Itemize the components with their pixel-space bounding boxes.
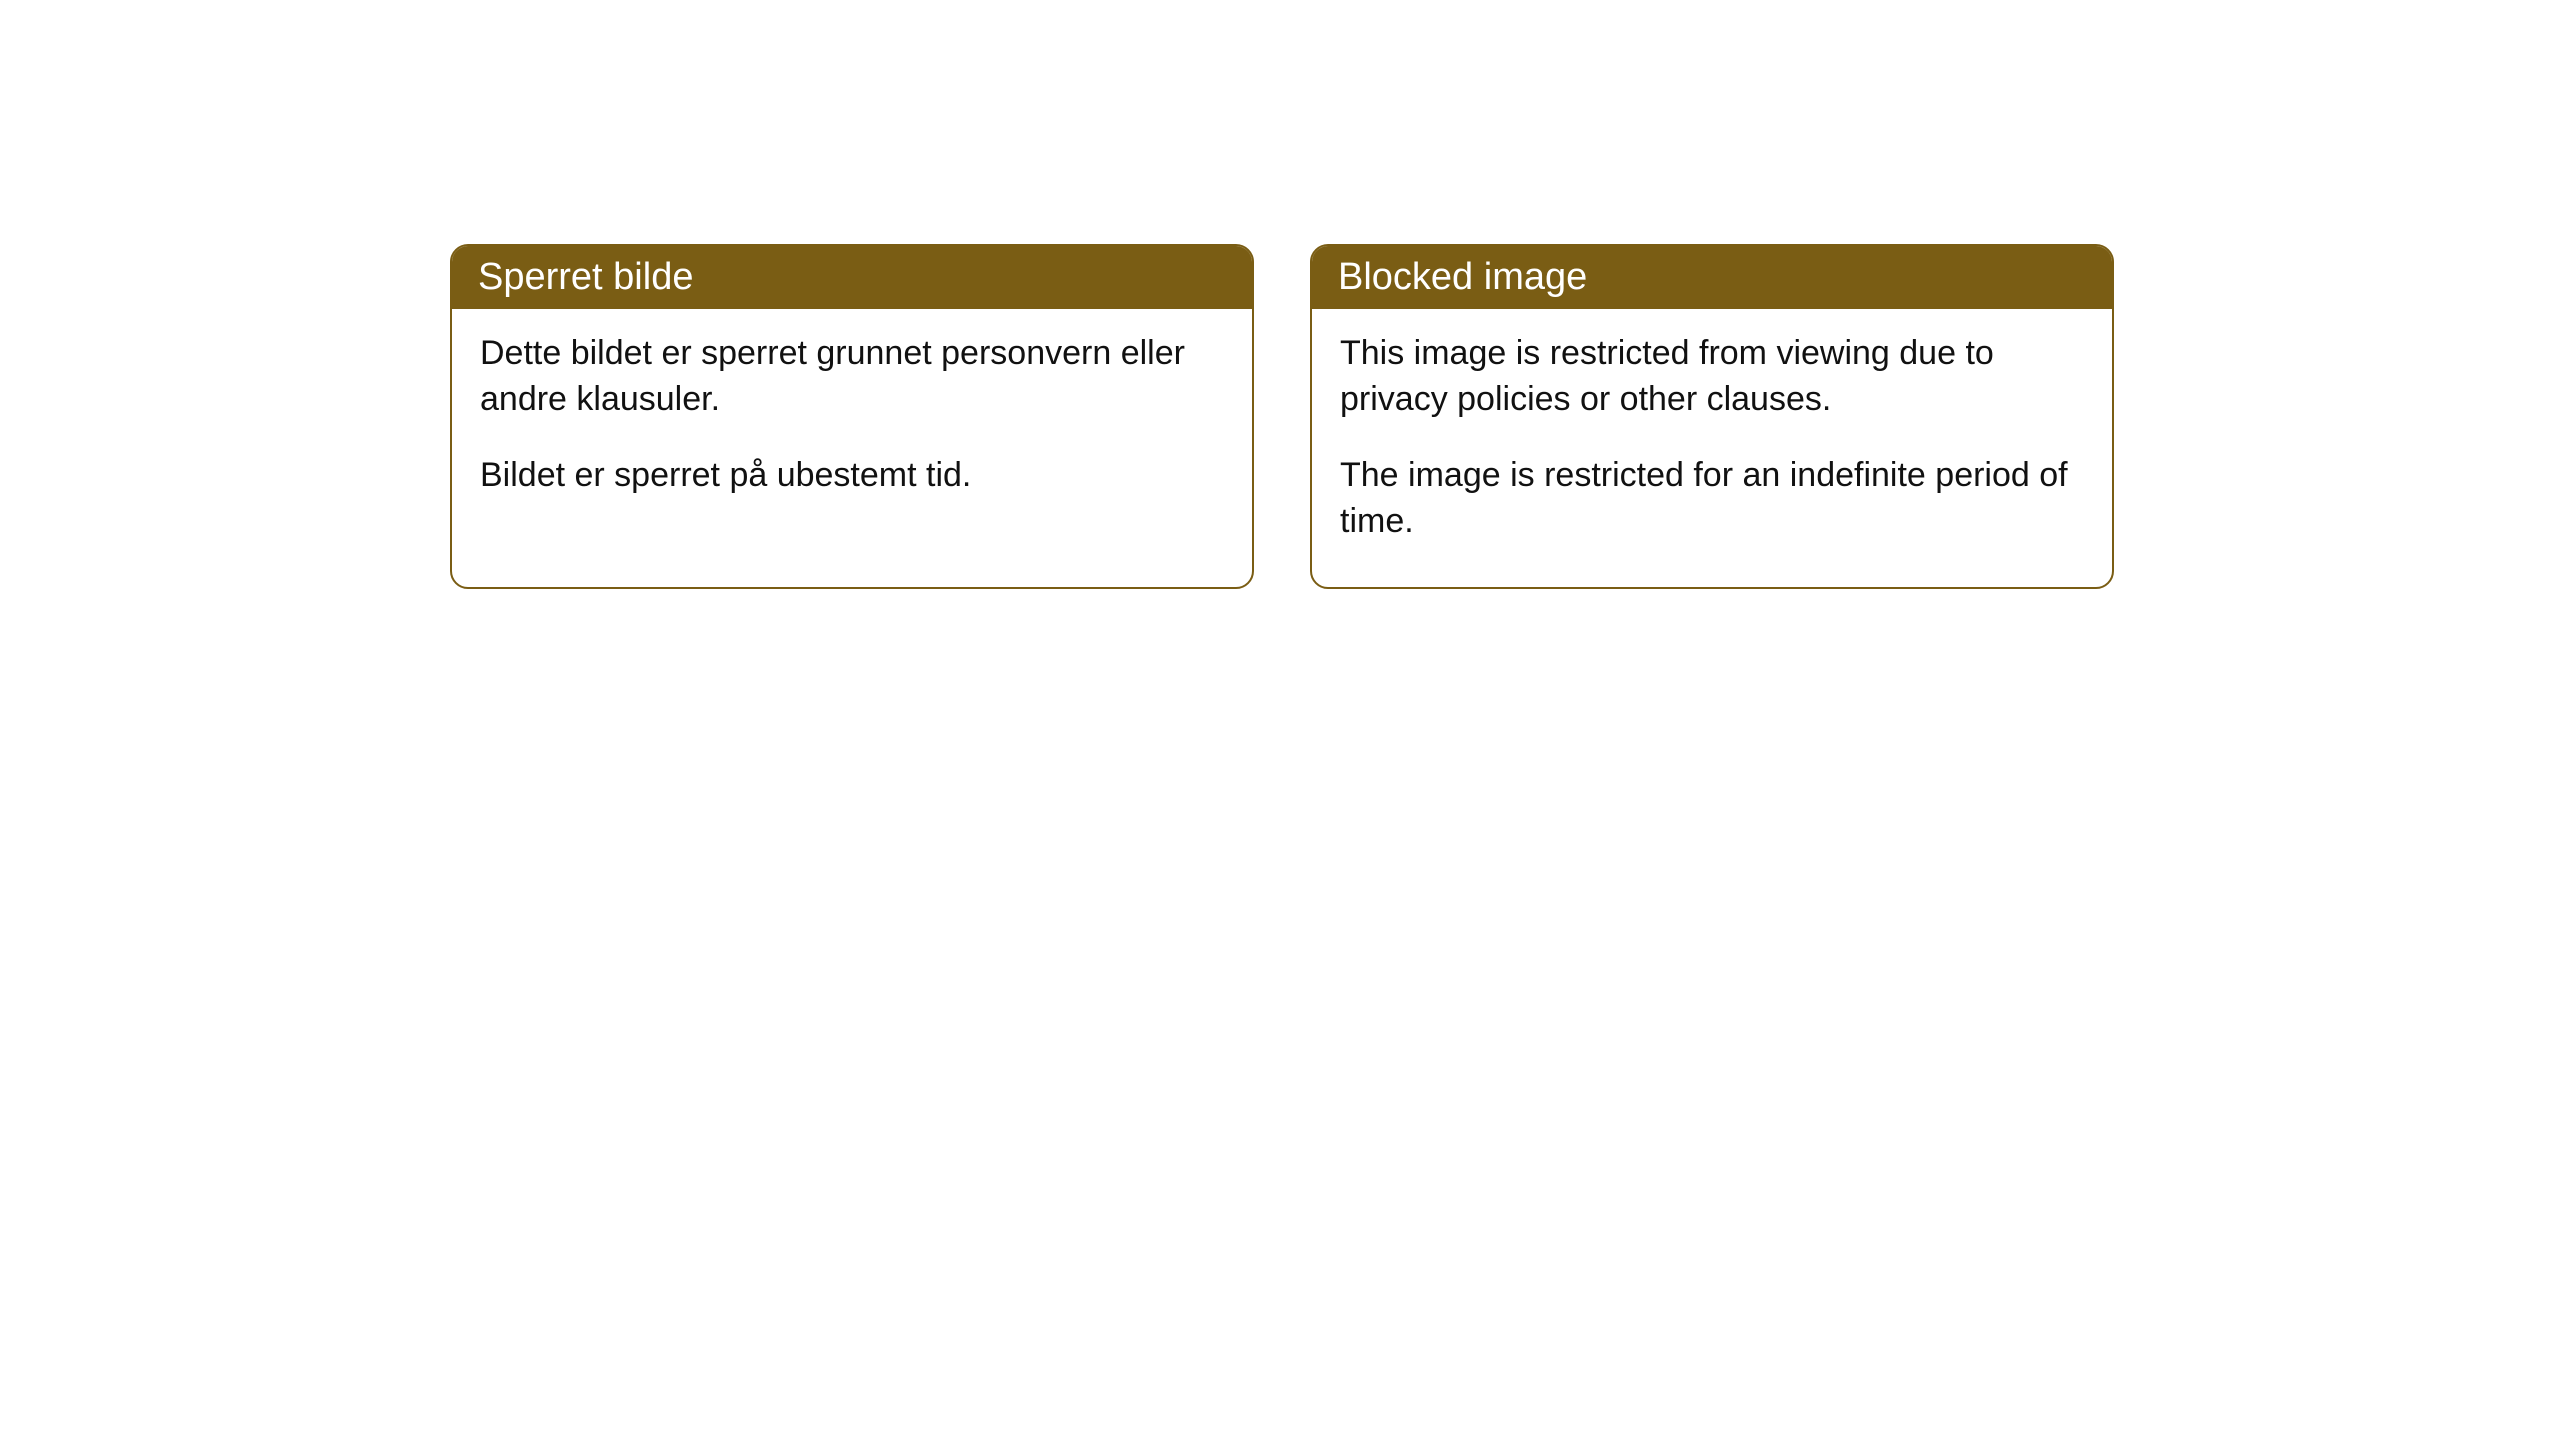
card-paragraph: The image is restricted for an indefinit…	[1340, 453, 2084, 545]
card-header: Sperret bilde	[452, 246, 1252, 309]
card-title: Sperret bilde	[478, 256, 693, 298]
card-header: Blocked image	[1312, 246, 2112, 309]
card-paragraph: Bildet er sperret på ubestemt tid.	[480, 453, 1224, 499]
notice-cards-container: Sperret bilde Dette bildet er sperret gr…	[0, 0, 2560, 589]
card-title: Blocked image	[1338, 256, 1587, 298]
blocked-image-card-english: Blocked image This image is restricted f…	[1310, 244, 2114, 589]
blocked-image-card-norwegian: Sperret bilde Dette bildet er sperret gr…	[450, 244, 1254, 589]
card-paragraph: This image is restricted from viewing du…	[1340, 331, 2084, 423]
card-paragraph: Dette bildet er sperret grunnet personve…	[480, 331, 1224, 423]
card-body: This image is restricted from viewing du…	[1312, 309, 2112, 587]
card-body: Dette bildet er sperret grunnet personve…	[452, 309, 1252, 541]
